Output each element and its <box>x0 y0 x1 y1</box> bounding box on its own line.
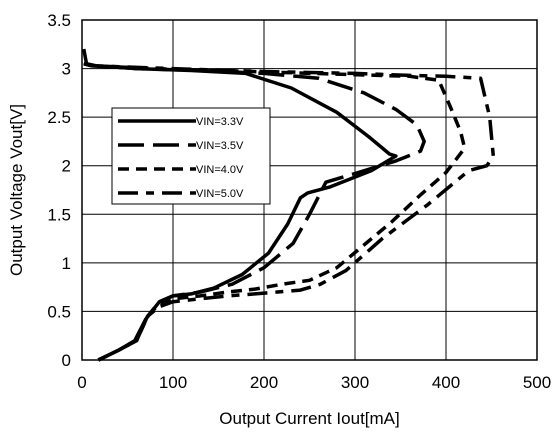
x-tick-label: 300 <box>341 373 369 392</box>
legend-label: VIN=3.3V <box>196 116 244 128</box>
y-tick-label: 0.5 <box>47 302 71 321</box>
y-tick-label: 0 <box>62 351 71 370</box>
legend: VIN=3.3V VIN=3.5V VIN=4.0V VIN=5.0V <box>111 107 271 205</box>
x-tick-label: 400 <box>432 373 460 392</box>
series-line <box>83 62 496 362</box>
tick-labels: 0 100 200 300 400 500 0 0.5 1 1.5 2 2.5 3 3.5 <box>47 11 551 392</box>
y-tick-label: 1.5 <box>47 205 71 224</box>
x-tick-label: 100 <box>159 373 187 392</box>
series-line <box>82 48 398 362</box>
legend-label: VIN=3.5V <box>196 140 244 152</box>
legend-label: VIN=5.0V <box>196 188 244 200</box>
y-tick-label: 3 <box>62 60 71 79</box>
y-axis-label: Output Voltage Vout[V] <box>7 104 26 276</box>
x-tick-label: 500 <box>523 373 551 392</box>
series-line <box>83 62 466 362</box>
legend-box <box>111 107 271 205</box>
x-axis-label: Output Current Iout[mA] <box>219 409 399 428</box>
x-tick-label: 200 <box>250 373 278 392</box>
legend-label: VIN=4.0V <box>196 164 244 176</box>
series-lines <box>82 48 496 362</box>
y-tick-label: 2.5 <box>47 108 71 127</box>
y-tick-label: 1 <box>62 254 71 273</box>
x-tick-label: 0 <box>77 373 86 392</box>
plot-area-frame <box>81 19 538 361</box>
y-tick-label: 2 <box>62 157 71 176</box>
y-tick-label: 3.5 <box>47 11 71 30</box>
